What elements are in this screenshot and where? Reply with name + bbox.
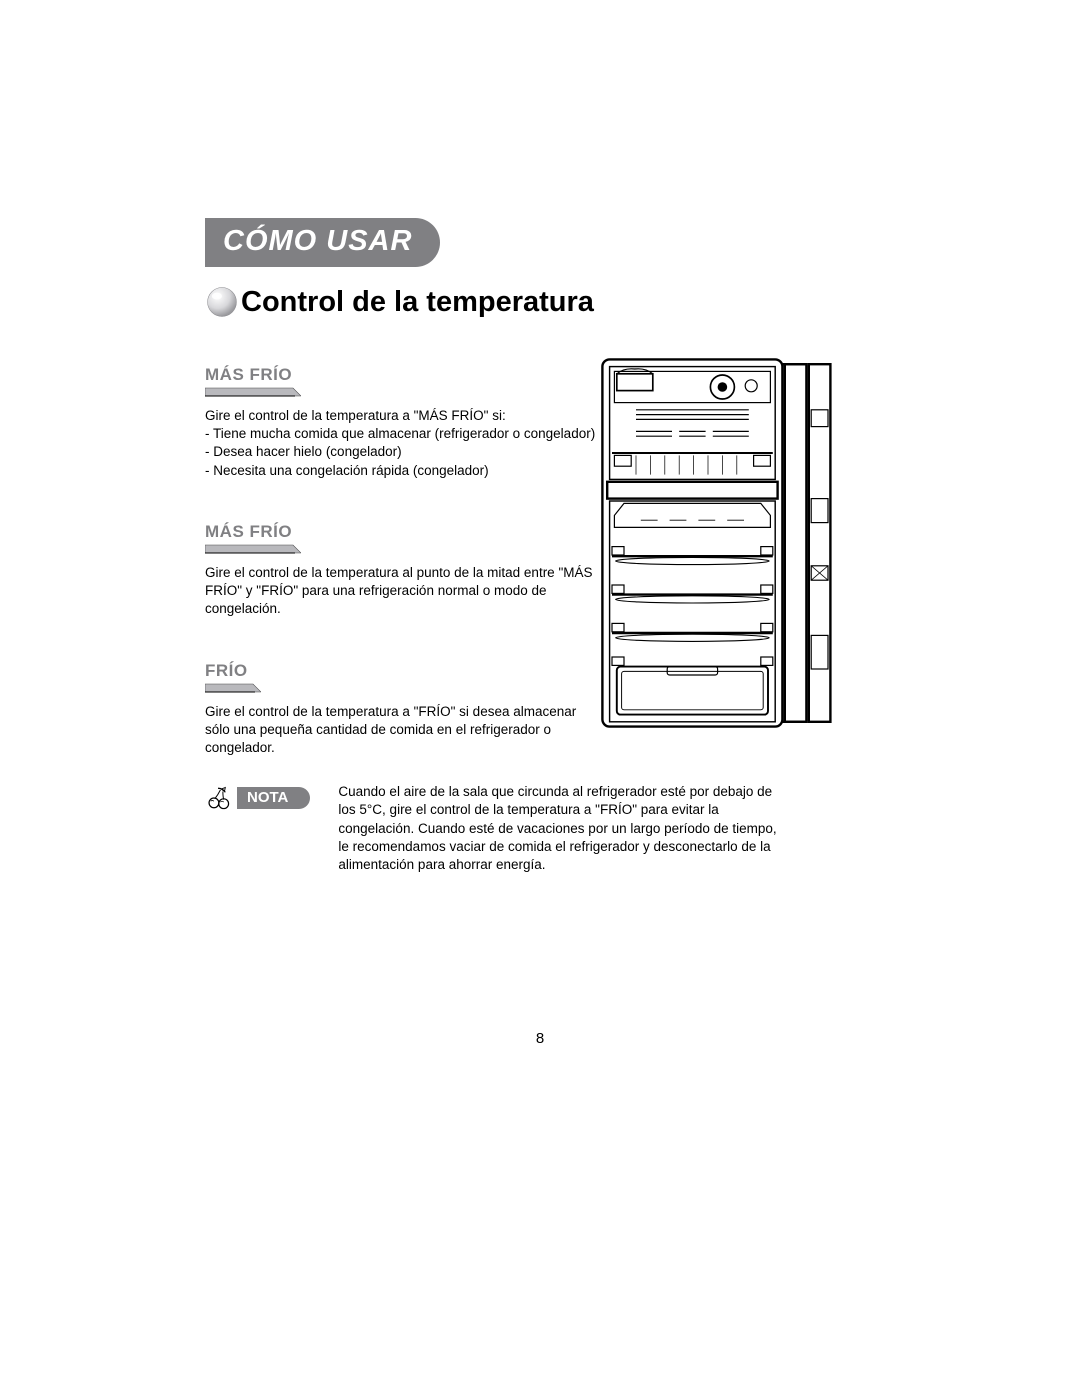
section-mas-frio-1: MÁS FRÍO Gire el control de la temperatu… [205, 365, 600, 480]
section-mas-frio-2: MÁS FRÍO Gire el control de la temperatu… [205, 522, 600, 619]
heading-underline-icon [205, 544, 600, 554]
section-title: Control de la temperatura [241, 286, 594, 319]
section-intro: Gire el control de la temperatura a "MÁS… [205, 407, 600, 425]
note-text: Cuando el aire de la sala que circunda a… [338, 783, 783, 874]
section-frio: FRÍO Gire el control de la temperatura a… [205, 661, 600, 758]
heading-underline-icon [205, 683, 600, 693]
section-heading: FRÍO [205, 661, 248, 681]
sphere-bullet-icon [205, 285, 239, 319]
bullet-item: - Desea hacer hielo (congelador) [205, 443, 600, 461]
note-row: NOTA Cuando el aire de la sala que circu… [205, 783, 885, 874]
section-bullets: - Tiene mucha comida que almacenar (refr… [205, 425, 600, 480]
bullet-item: - Necesita una congelación rápida (conge… [205, 462, 600, 480]
page-number: 8 [0, 1030, 1080, 1047]
section-body: Gire el control de la temperatura a "FRÍ… [205, 703, 600, 758]
left-column: MÁS FRÍO Gire el control de la temperatu… [205, 365, 600, 757]
cherries-icon [205, 785, 231, 811]
note-badge: NOTA [237, 787, 310, 809]
section-body: Gire el control de la temperatura al pun… [205, 564, 600, 619]
manual-page: CÓMO USAR Control de la temperatura MÁS … [205, 218, 885, 874]
refrigerator-illustration-icon [600, 357, 840, 729]
refrigerator-figure [600, 357, 880, 734]
ribbon-text: CÓMO USAR [223, 225, 412, 257]
bullet-item: - Tiene mucha comida que almacenar (refr… [205, 425, 600, 443]
note-badge-wrap: NOTA [205, 783, 310, 811]
content-area: MÁS FRÍO Gire el control de la temperatu… [205, 365, 885, 874]
section-heading: MÁS FRÍO [205, 522, 292, 542]
heading-underline-icon [205, 387, 600, 397]
note-label: NOTA [247, 789, 288, 806]
header-ribbon: CÓMO USAR [205, 218, 440, 267]
section-heading: MÁS FRÍO [205, 365, 292, 385]
section-title-row: Control de la temperatura [205, 285, 885, 319]
